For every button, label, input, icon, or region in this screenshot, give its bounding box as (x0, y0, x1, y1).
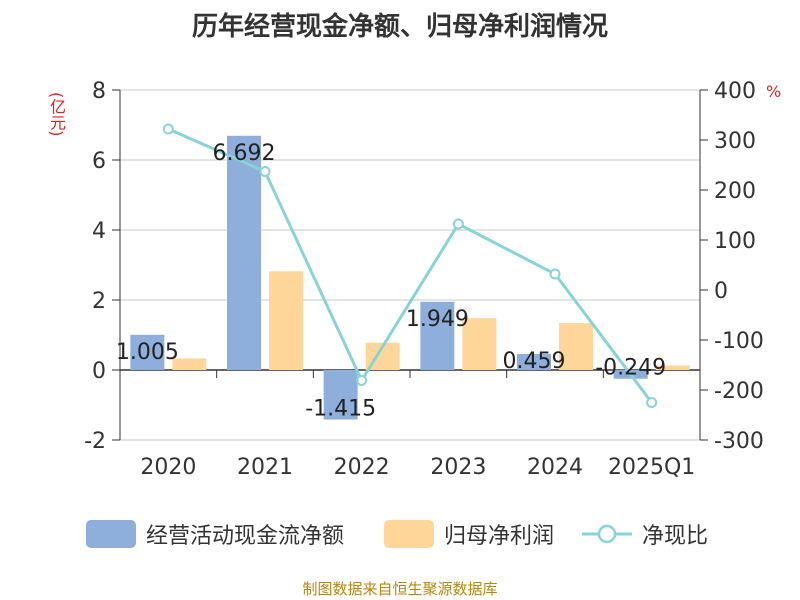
y-left-tick-label: 8 (92, 79, 106, 104)
y-left-tick-label: -2 (84, 429, 106, 454)
y-right-tick-label: 100 (714, 229, 756, 254)
y-right-tick-label: -100 (714, 329, 764, 354)
bar-profit (655, 365, 690, 370)
x-tick-label: 2024 (527, 455, 583, 480)
chart-title: 历年经营现金净额、归母净利润情况 (191, 12, 608, 42)
right-axis-unit: % (766, 82, 782, 101)
left-axis-unit: (亿元) (47, 92, 66, 137)
legend: 经营活动现金流净额 归母净利润 净现比 (0, 518, 800, 554)
x-tick-label: 2023 (430, 455, 486, 480)
ratio-point (452, 218, 464, 230)
y-right-tick-label: -200 (714, 379, 764, 404)
bar-cashflow (517, 353, 551, 370)
legend-swatch-profit (384, 520, 434, 548)
legend-item-ratio[interactable]: 净现比 (582, 518, 708, 550)
legend-label-cashflow: 经营活动现金流净额 (146, 524, 345, 549)
legend-label-ratio: 净现比 (642, 524, 709, 549)
y-left-tick-label: 2 (92, 289, 106, 314)
x-tick-label: 2022 (334, 455, 390, 480)
y-left-tick-label: 6 (92, 149, 106, 174)
legend-swatch-cashflow (86, 520, 136, 548)
bar-data-label: 1.005 (116, 340, 179, 365)
ratio-line (167, 127, 653, 404)
y-right-tick-label: 400 (714, 79, 756, 104)
bar-cashflow (420, 301, 455, 370)
ratio-point (549, 268, 561, 280)
bar-profit (172, 358, 207, 370)
y-left-tick-label: 4 (92, 219, 106, 244)
x-tick-label: 2020 (140, 455, 196, 480)
data-source-note: 制图数据来自恒生聚源数据库 (302, 580, 498, 598)
bar-data-label: 6.692 (213, 141, 276, 166)
bar-data-label: 0.459 (503, 349, 566, 374)
y-right-tick-label: 0 (714, 279, 728, 304)
legend-label-profit: 归母净利润 (444, 524, 555, 549)
x-tick-label: 2025Q1 (608, 455, 695, 480)
bar-profit (269, 271, 303, 370)
legend-swatch-ratio (582, 524, 632, 544)
y-right-tick-label: 200 (714, 179, 756, 204)
bar-cashflow (130, 334, 165, 370)
bar-data-label: -1.415 (305, 397, 376, 422)
y-left-tick-label: 0 (92, 359, 106, 384)
bar-profit (462, 318, 497, 370)
ratio-point (259, 166, 271, 177)
y-right-tick-label: 300 (714, 129, 756, 154)
bar-cashflow (227, 135, 261, 370)
bar-data-label: -0.249 (595, 356, 666, 381)
ratio-point (356, 375, 368, 386)
x-tick-label: 2021 (237, 455, 293, 480)
legend-item-profit[interactable]: 归母净利润 (384, 518, 554, 550)
legend-item-cashflow[interactable]: 经营活动现金流净额 (86, 518, 344, 550)
bar-profit (559, 323, 593, 370)
ratio-point (646, 397, 658, 408)
ratio-point (162, 123, 174, 135)
y-right-tick-label: -300 (714, 429, 764, 454)
bar-data-label: 1.949 (406, 307, 469, 332)
bar-cashflow (323, 370, 358, 420)
